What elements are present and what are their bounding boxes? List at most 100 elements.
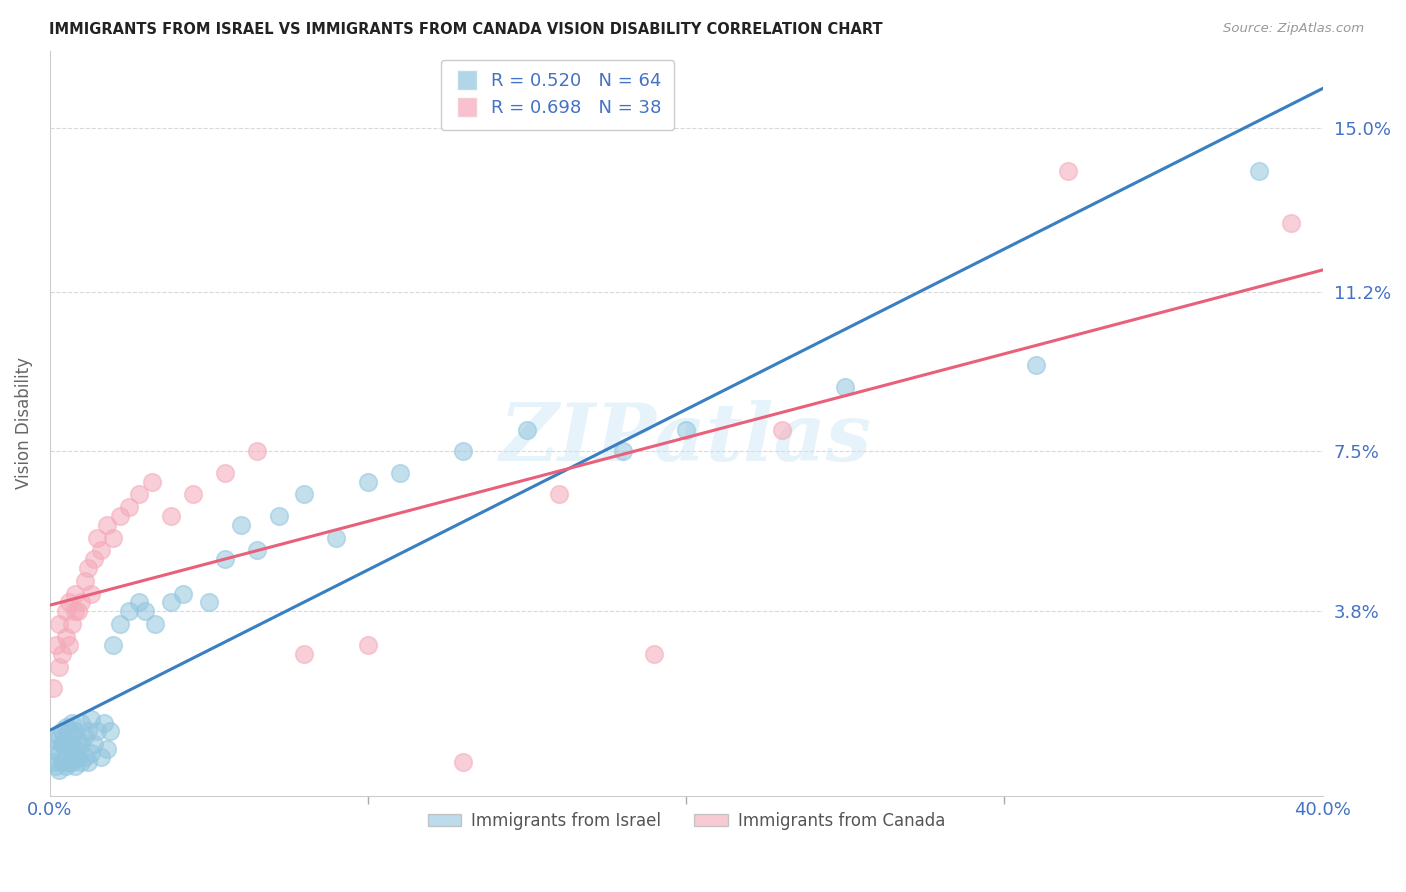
Legend: Immigrants from Israel, Immigrants from Canada: Immigrants from Israel, Immigrants from …	[420, 805, 952, 836]
Point	[58, 738, 80, 752]
Point	[42, 755, 65, 769]
Point	[108, 616, 131, 631]
Point	[51, 724, 73, 739]
Point	[1279, 216, 1302, 230]
Point	[73, 729, 96, 743]
Y-axis label: Vision Disability: Vision Disability	[15, 358, 32, 490]
Point	[48, 729, 70, 743]
Point	[83, 738, 105, 752]
Point	[245, 543, 267, 558]
Point	[325, 531, 347, 545]
Text: IMMIGRANTS FROM ISRAEL VS IMMIGRANTS FROM CANADA VISION DISABILITY CORRELATION C: IMMIGRANTS FROM ISRAEL VS IMMIGRANTS FRO…	[49, 22, 883, 37]
Point	[45, 733, 67, 747]
Point	[76, 755, 98, 769]
Point	[86, 724, 108, 739]
Point	[42, 741, 65, 756]
Point	[90, 543, 112, 558]
Point	[198, 595, 221, 609]
Point	[292, 647, 315, 661]
Point	[51, 647, 73, 661]
Point	[45, 759, 67, 773]
Point	[48, 746, 70, 760]
Point	[267, 508, 290, 523]
Point	[96, 517, 118, 532]
Point	[73, 750, 96, 764]
Point	[245, 444, 267, 458]
Point	[58, 755, 80, 769]
Point	[612, 444, 634, 458]
Point	[63, 741, 86, 756]
Point	[58, 724, 80, 739]
Text: Source: ZipAtlas.com: Source: ZipAtlas.com	[1223, 22, 1364, 36]
Point	[96, 741, 118, 756]
Point	[55, 630, 77, 644]
Point	[67, 750, 90, 764]
Point	[55, 604, 77, 618]
Point	[357, 475, 380, 489]
Point	[98, 724, 121, 739]
Point	[388, 466, 411, 480]
Point	[63, 604, 86, 618]
Point	[118, 500, 141, 515]
Point	[159, 508, 181, 523]
Point	[1025, 358, 1047, 372]
Point	[73, 574, 96, 588]
Point	[48, 660, 70, 674]
Point	[770, 423, 793, 437]
Point	[1249, 164, 1271, 178]
Point	[60, 616, 83, 631]
Point	[80, 586, 103, 600]
Point	[70, 738, 93, 752]
Point	[60, 755, 83, 769]
Point	[63, 586, 86, 600]
Point	[67, 604, 90, 618]
Point	[1057, 164, 1080, 178]
Point	[76, 560, 98, 574]
Point	[548, 487, 571, 501]
Point	[67, 733, 90, 747]
Point	[181, 487, 204, 501]
Point	[80, 746, 103, 760]
Point	[48, 763, 70, 777]
Point	[55, 759, 77, 773]
Point	[55, 746, 77, 760]
Text: ZIPatlas: ZIPatlas	[501, 400, 872, 477]
Point	[453, 444, 475, 458]
Point	[60, 715, 83, 730]
Point	[214, 552, 236, 566]
Point	[214, 466, 236, 480]
Point	[70, 755, 93, 769]
Point	[60, 741, 83, 756]
Point	[134, 604, 156, 618]
Point	[86, 531, 108, 545]
Point	[141, 475, 163, 489]
Point	[159, 595, 181, 609]
Point	[516, 423, 538, 437]
Point	[453, 755, 475, 769]
Point	[229, 517, 252, 532]
Point	[103, 638, 125, 652]
Point	[93, 715, 115, 730]
Point	[70, 595, 93, 609]
Point	[48, 616, 70, 631]
Point	[83, 552, 105, 566]
Point	[143, 616, 166, 631]
Point	[58, 638, 80, 652]
Point	[172, 586, 194, 600]
Point	[357, 638, 380, 652]
Point	[55, 720, 77, 734]
Point	[292, 487, 315, 501]
Point	[128, 595, 150, 609]
Point	[675, 423, 697, 437]
Point	[63, 759, 86, 773]
Point	[58, 595, 80, 609]
Point	[51, 738, 73, 752]
Point	[70, 715, 93, 730]
Point	[51, 755, 73, 769]
Point	[90, 750, 112, 764]
Point	[108, 508, 131, 523]
Point	[80, 712, 103, 726]
Point	[45, 638, 67, 652]
Point	[63, 724, 86, 739]
Point	[42, 681, 65, 696]
